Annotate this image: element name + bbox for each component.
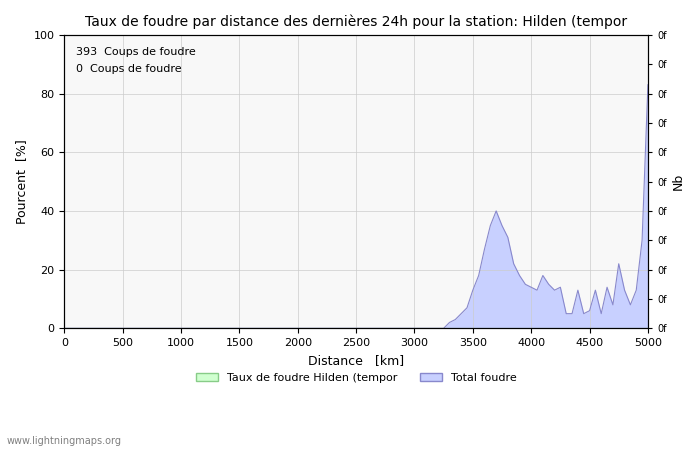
Title: Taux de foudre par distance des dernières 24h pour la station: Hilden (tempor: Taux de foudre par distance des dernière…: [85, 15, 627, 30]
Text: 0  Coups de foudre: 0 Coups de foudre: [76, 64, 181, 74]
Text: www.lightningmaps.org: www.lightningmaps.org: [7, 436, 122, 446]
X-axis label: Distance   [km]: Distance [km]: [308, 354, 404, 367]
Y-axis label: Pourcent  [%]: Pourcent [%]: [15, 139, 28, 224]
Legend: Taux de foudre Hilden (tempor, Total foudre: Taux de foudre Hilden (tempor, Total fou…: [191, 369, 521, 387]
Y-axis label: Nb: Nb: [672, 173, 685, 190]
Text: 393  Coups de foudre: 393 Coups de foudre: [76, 46, 196, 57]
